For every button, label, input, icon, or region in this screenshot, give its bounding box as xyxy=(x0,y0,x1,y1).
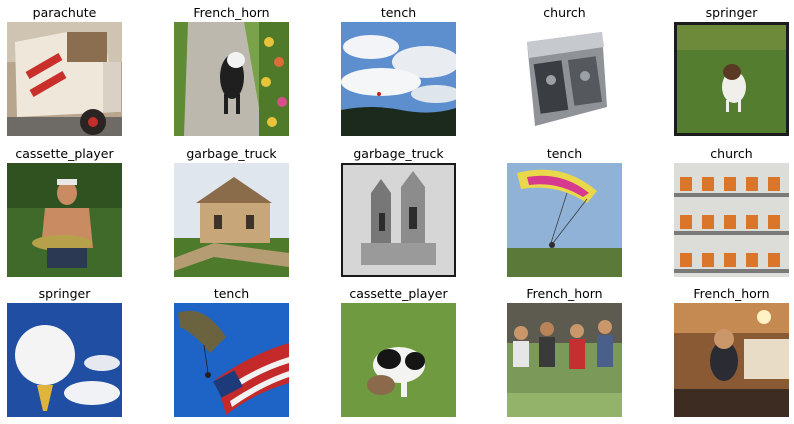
grid-cell: tench xyxy=(174,285,289,417)
cassette-player-thumbnail xyxy=(507,22,622,136)
parachute-thumbnail xyxy=(507,163,622,277)
cell-label: cassette_player xyxy=(349,286,448,301)
garbage-truck-thumbnail xyxy=(7,22,122,136)
grid-cell: cassette_player xyxy=(7,145,122,277)
cell-label: garbage_truck xyxy=(353,146,444,161)
cell-label: French_horn xyxy=(193,5,270,20)
dog-on-path-thumbnail xyxy=(174,22,289,136)
cell-label: springer xyxy=(705,5,758,20)
grid-cell: church xyxy=(674,145,789,277)
cell-label: tench xyxy=(546,146,583,161)
church-facade-thumbnail xyxy=(341,163,456,277)
springer-dog-thumbnail xyxy=(674,22,789,136)
cell-label: church xyxy=(710,146,753,161)
cloudy-sky-thumbnail xyxy=(341,22,456,136)
grid-cell: cassette_player xyxy=(341,285,456,417)
french-horn-room-thumbnail xyxy=(674,303,789,417)
cell-label: garbage_truck xyxy=(186,146,277,161)
grid-cell: French_horn xyxy=(174,4,289,136)
grid-cell: garbage_truck xyxy=(174,145,289,277)
grid-cell: tench xyxy=(507,145,622,277)
grid-cell: French_horn xyxy=(674,285,789,417)
cell-label: springer xyxy=(38,286,91,301)
cell-label: tench xyxy=(380,5,417,20)
grid-cell: church xyxy=(507,4,622,136)
cell-label: tench xyxy=(213,286,250,301)
cell-label: French_horn xyxy=(693,286,770,301)
chainsaw-shelves-thumbnail xyxy=(674,163,789,277)
cell-label: French_horn xyxy=(526,286,603,301)
grid-cell: tench xyxy=(341,4,456,136)
cell-label: church xyxy=(543,5,586,20)
grid-cell: French_horn xyxy=(507,285,622,417)
grid-cell: garbage_truck xyxy=(341,145,456,277)
grid-cell: parachute xyxy=(7,4,122,136)
puppy-on-grass-thumbnail xyxy=(341,303,456,417)
man-holding-fish-thumbnail xyxy=(7,163,122,277)
band-crowd-thumbnail xyxy=(507,303,622,417)
cell-label: parachute xyxy=(32,5,97,20)
grid-cell: springer xyxy=(674,4,789,136)
cell-label: cassette_player xyxy=(15,146,114,161)
grid-cell: springer xyxy=(7,285,122,417)
parachute-flag-thumbnail xyxy=(174,303,289,417)
stone-church-thumbnail xyxy=(174,163,289,277)
golf-ball-thumbnail xyxy=(7,303,122,417)
